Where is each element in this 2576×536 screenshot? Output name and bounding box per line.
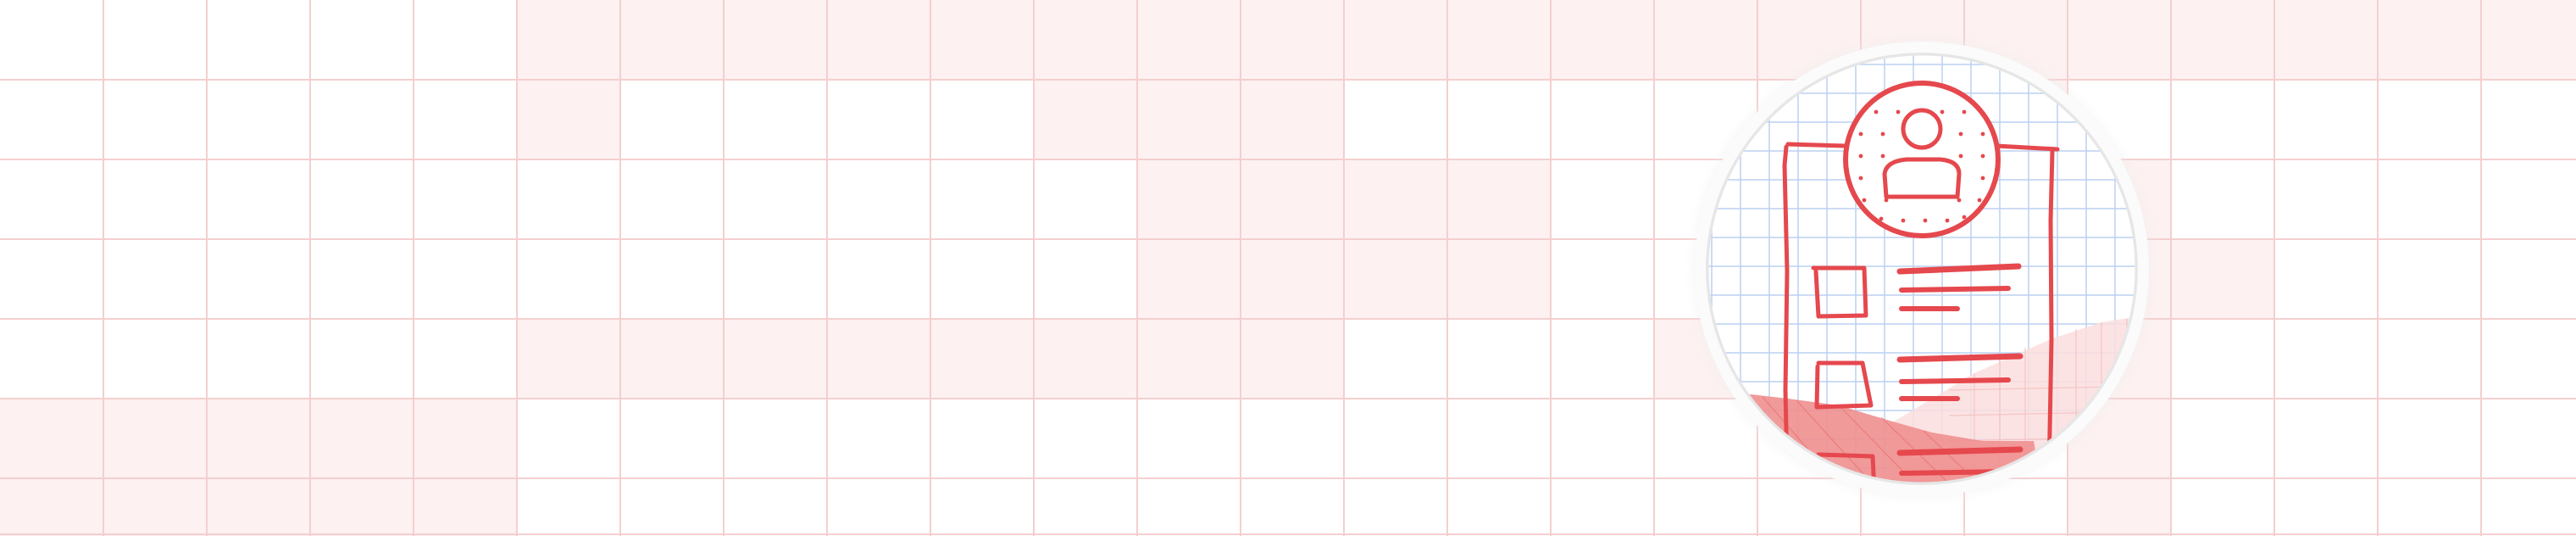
content-row-line xyxy=(1896,263,2022,275)
content-row-checkbox xyxy=(1811,265,1868,319)
avatar-head xyxy=(1901,108,1943,150)
avatar-body xyxy=(1882,157,1962,199)
content-row-line xyxy=(1899,286,2011,293)
page-outline-sketch xyxy=(1782,142,2060,483)
content-row-line xyxy=(1896,446,2024,456)
sketch-shade-dark xyxy=(1729,392,2051,483)
content-row-line xyxy=(1896,353,2024,363)
content-row-line xyxy=(1899,377,2011,384)
content-row xyxy=(1814,353,2024,410)
content-row xyxy=(1811,263,2022,319)
content-row-checkbox xyxy=(1814,360,1874,410)
lens-rim xyxy=(1706,53,2138,485)
avatar-sketch xyxy=(1843,81,2001,238)
